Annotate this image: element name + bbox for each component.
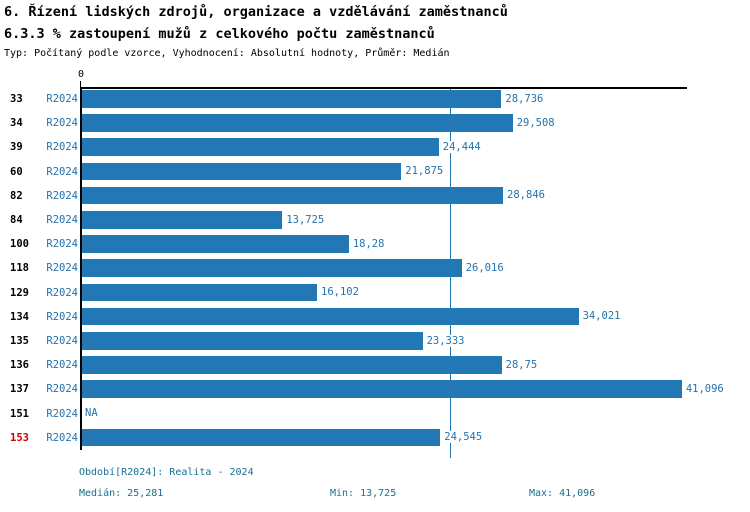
- x-axis-zero-label: 0: [77, 69, 85, 80]
- row-id-label: 151: [10, 407, 29, 420]
- row-id-label: 118: [10, 262, 29, 275]
- value-bar: [82, 138, 439, 156]
- value-bar: [82, 259, 462, 277]
- value-bar: [82, 428, 441, 447]
- row-id-label: 33: [10, 93, 23, 105]
- row-period-label: R2024: [46, 214, 78, 226]
- footer-period-label: Období[R2024]: Realita - 2024: [79, 467, 254, 478]
- value-label: NA: [85, 407, 98, 420]
- value-bar: [82, 356, 502, 374]
- row-period-label: R2024: [46, 310, 78, 323]
- row-id-label: 39: [10, 141, 23, 154]
- row-id-label: 153: [10, 431, 29, 444]
- row-period-label: R2024: [46, 238, 78, 251]
- row-period-label: R2024: [46, 286, 78, 299]
- value-label: 18,28: [352, 237, 385, 250]
- value-bar: [82, 162, 402, 181]
- row-id-label: 134: [10, 310, 29, 323]
- value-bar: [82, 211, 283, 229]
- value-label: 28,736: [505, 92, 544, 105]
- value-label: 23,333: [426, 334, 465, 347]
- value-bar: [82, 114, 513, 132]
- value-bar: [82, 380, 682, 398]
- row-id-label: 136: [10, 359, 29, 372]
- row-period-label: R2024: [46, 141, 78, 154]
- value-bar: [82, 90, 502, 108]
- value-label: 16,102: [321, 286, 359, 299]
- value-label: 34,021: [582, 310, 621, 323]
- value-label: 26,016: [465, 261, 504, 274]
- chart-meta-line: Typ: Počítaný podle vzorce, Vyhodnocení:…: [4, 48, 450, 59]
- row-id-label: 82: [10, 189, 23, 202]
- row-period-label: R2024: [46, 262, 78, 275]
- footer-median-label: Medián: 25,281: [79, 488, 164, 499]
- value-label: 28,75: [505, 358, 538, 371]
- value-label: 28,846: [507, 189, 545, 202]
- row-id-label: 60: [10, 165, 23, 178]
- chart-title: 6. Řízení lidských zdrojů, organizace a …: [4, 4, 508, 20]
- row-period-label: R2024: [46, 335, 78, 347]
- x-axis-tick: [80, 81, 81, 88]
- x-axis-line: [80, 87, 687, 89]
- footer-max-label: Max: 41,096: [529, 488, 596, 499]
- value-label: 21,875: [405, 165, 444, 178]
- row-period-label: R2024: [46, 359, 78, 372]
- row-period-label: R2024: [46, 117, 78, 130]
- row-id-label: 135: [10, 335, 29, 347]
- value-bar: [82, 307, 579, 326]
- value-label: 24,545: [444, 431, 483, 444]
- value-bar: [82, 332, 423, 350]
- value-label: 13,725: [286, 213, 325, 226]
- chart-subtitle: 6.3.3 % zastoupení mužů z celkového počt…: [4, 26, 435, 42]
- row-period-label: R2024: [46, 407, 78, 420]
- value-bar: [82, 283, 318, 302]
- y-axis-line: [80, 88, 82, 450]
- value-bar: [82, 235, 349, 253]
- value-label: 29,508: [516, 116, 555, 129]
- row-id-label: 137: [10, 383, 29, 396]
- row-id-label: 34: [10, 117, 23, 130]
- row-period-label: R2024: [46, 93, 78, 105]
- row-period-label: R2024: [46, 189, 78, 202]
- value-label: 41,096: [685, 382, 724, 395]
- row-id-label: 100: [10, 238, 29, 251]
- value-bar: [82, 186, 504, 205]
- row-period-label: R2024: [46, 431, 78, 444]
- row-period-label: R2024: [46, 383, 78, 396]
- row-id-label: 84: [10, 214, 23, 226]
- row-period-label: R2024: [46, 165, 78, 178]
- row-id-label: 129: [10, 286, 29, 299]
- footer-min-label: Min: 13,725: [330, 488, 397, 499]
- value-label: 24,444: [442, 140, 481, 153]
